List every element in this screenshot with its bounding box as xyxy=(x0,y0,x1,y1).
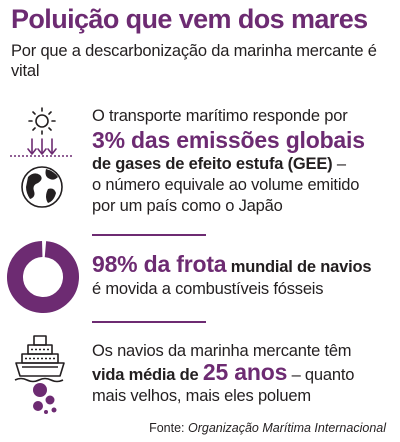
emissions-line3-bold: de gases de efeito estufa (GEE) xyxy=(92,155,333,173)
age-bold-part: vida média de xyxy=(92,366,203,384)
emissions-line5: por um país como o Japão xyxy=(92,197,283,215)
source-credit: Fonte: Organização Marítima Internaciona… xyxy=(149,421,386,435)
fleet-text: 98% da frota mundial de navios é movida … xyxy=(92,251,372,300)
source-label: Fonte: xyxy=(149,421,188,435)
ship-pollution-icon xyxy=(14,335,65,414)
age-line3: mais velhos, mais eles poluem xyxy=(92,387,311,405)
emissions-text: O transporte marítimo responde por 3% da… xyxy=(92,106,365,217)
emissions-line3-dash: – xyxy=(332,155,346,173)
emissions-highlight: 3% das emissões globais xyxy=(92,127,365,153)
fleet-highlight: 98% da frota xyxy=(92,251,227,277)
donut-chart-icon xyxy=(7,241,79,313)
emissions-line1: O transporte marítimo responde por xyxy=(92,107,348,125)
age-line1: Os navios da marinha mercante têm xyxy=(92,342,352,360)
emissions-line4: o número equivale ao volume emitido xyxy=(92,176,360,194)
fleet-line1: 98% da frota mundial de navios xyxy=(92,251,372,278)
source-name: Organização Marítima Internacional xyxy=(187,421,386,435)
emissions-line3: de gases de efeito estufa (GEE) – xyxy=(92,154,365,175)
divider-1 xyxy=(92,234,206,236)
page-subtitle: Por que a descarbonização da marinha mer… xyxy=(11,42,377,80)
divider-2 xyxy=(92,321,206,323)
age-highlight: 25 anos xyxy=(202,359,288,385)
page-title: Poluição que vem dos mares xyxy=(11,4,368,34)
age-text: Os navios da marinha mercante têm vida m… xyxy=(92,341,354,407)
age-rest: – quanto xyxy=(287,366,355,384)
fleet-line2: é movida a combustíveis fósseis xyxy=(92,280,324,298)
donut-fill-arc xyxy=(7,241,79,313)
fleet-line1-bold: mundial de navios xyxy=(226,258,372,276)
sun-earth-emissions-icon xyxy=(10,107,74,208)
age-line2: vida média de 25 anos – quanto xyxy=(92,359,355,386)
